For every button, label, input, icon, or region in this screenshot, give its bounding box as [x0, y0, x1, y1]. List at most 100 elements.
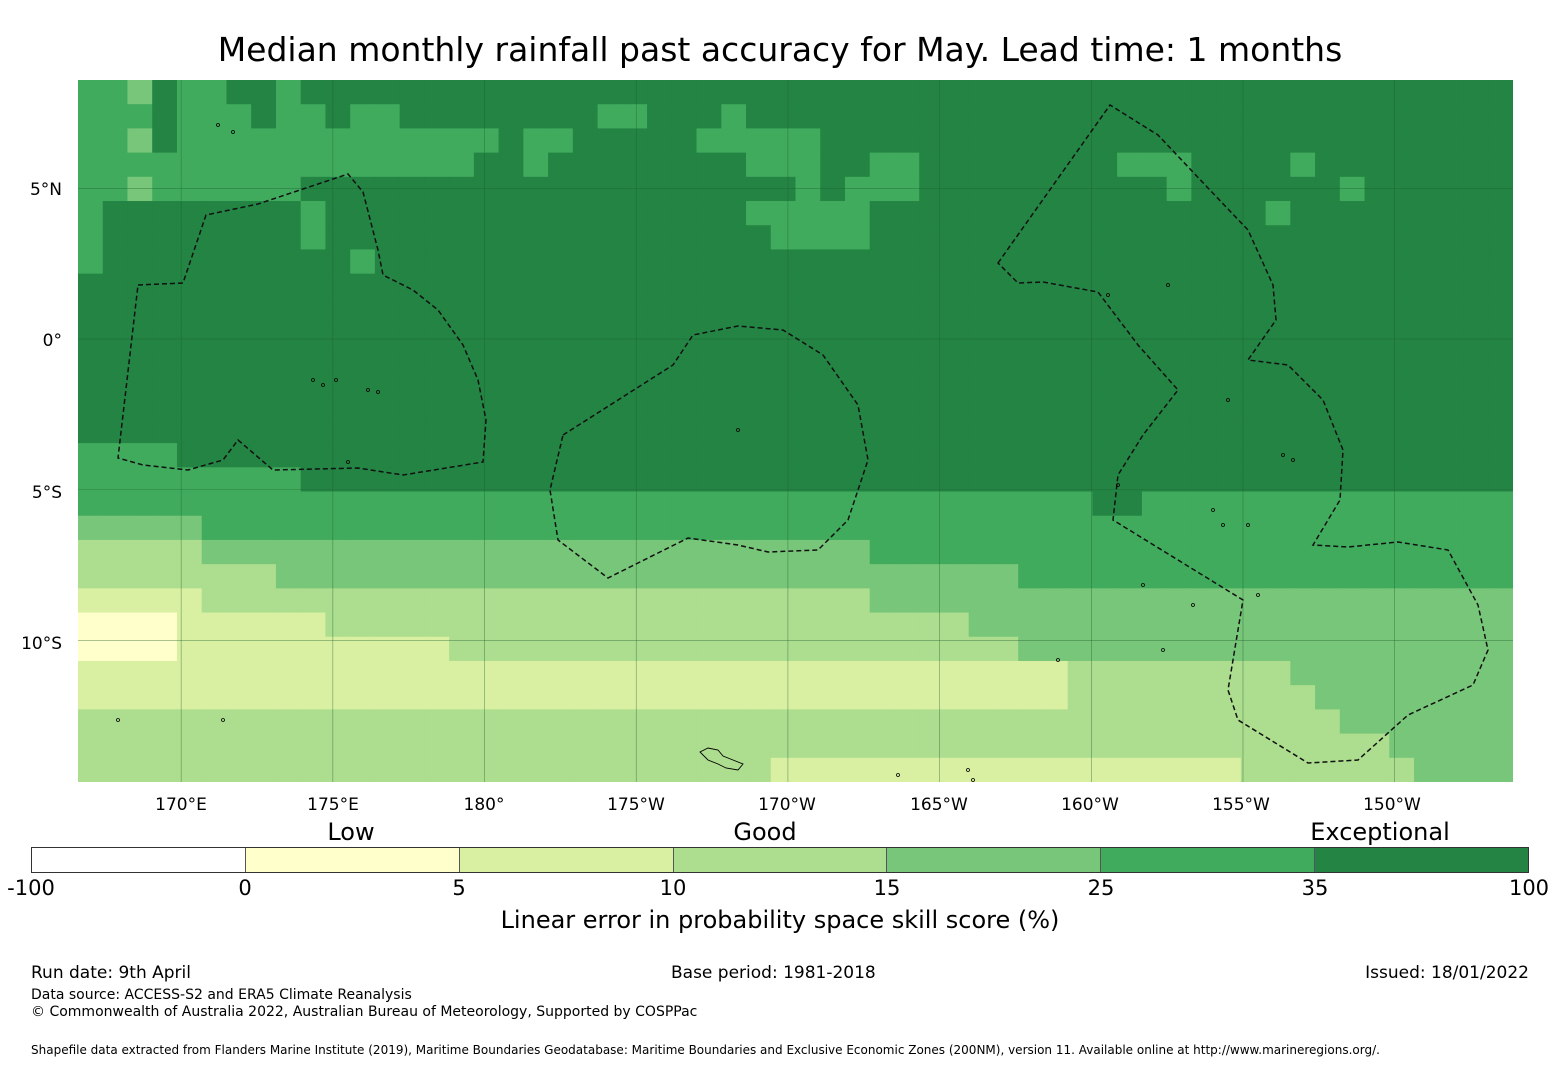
skill-cell [622, 225, 648, 251]
skill-cell [275, 685, 302, 710]
skill-cell [473, 201, 500, 226]
skill-cell [1389, 588, 1415, 614]
skill-cell [523, 443, 549, 468]
skill-cell [795, 225, 821, 251]
skill-cell [548, 201, 574, 226]
skill-cell [1067, 612, 1093, 638]
skill-cell [795, 588, 821, 614]
skill-cell [820, 201, 846, 226]
skill-cell [1042, 709, 1069, 735]
skill-cell [968, 660, 995, 686]
skill-cell [1141, 346, 1168, 372]
skill-cell [152, 660, 178, 686]
island-outline [1141, 583, 1145, 587]
skill-cell [1067, 152, 1093, 178]
skill-cell [721, 418, 747, 444]
skill-cell [1166, 612, 1192, 638]
skill-cell [622, 588, 648, 614]
skill-cell [721, 612, 747, 638]
skill-cell [696, 588, 722, 614]
skill-cell [770, 273, 797, 299]
skill-cell [424, 685, 450, 710]
skill-cell [300, 201, 327, 226]
skill-cell [201, 636, 228, 662]
skill-cell [424, 709, 450, 735]
skill-cell [1191, 394, 1217, 420]
skill-cell [548, 709, 574, 735]
skill-cell [647, 685, 673, 710]
skill-cell [201, 660, 228, 686]
skill-cell [449, 128, 475, 154]
skill-cell [473, 80, 500, 105]
skill-cell [325, 346, 351, 372]
colorbar-tick: 35 [1301, 876, 1329, 900]
skill-cell [795, 176, 821, 202]
category-low: Low [327, 818, 375, 846]
colorbar [31, 847, 1529, 873]
skill-cell [671, 515, 698, 541]
skill-cell [993, 322, 1019, 347]
skill-cell [572, 297, 599, 323]
skill-cell [152, 225, 178, 251]
island-outline [376, 390, 380, 394]
skill-cell [350, 249, 376, 275]
skill-cell [1191, 273, 1217, 299]
skill-cell [152, 370, 178, 396]
skill-cell [399, 660, 425, 686]
skill-cell [968, 636, 995, 662]
skill-cell [350, 685, 376, 710]
skill-cell [622, 370, 648, 396]
skill-cell [869, 636, 896, 662]
skill-cell [993, 443, 1019, 468]
skill-cell [1339, 515, 1366, 541]
skill-cell [770, 588, 797, 614]
skill-cell [572, 249, 599, 275]
skill-cell [1364, 394, 1390, 420]
skill-cell [325, 588, 351, 614]
skill-cell [127, 176, 153, 202]
skill-cell [572, 322, 599, 347]
skill-cell [1240, 176, 1267, 202]
skill-cell [1364, 491, 1390, 517]
skill-cell [399, 685, 425, 710]
island-outline [231, 130, 235, 134]
skill-cell [498, 443, 524, 468]
skill-cell [919, 467, 945, 493]
skill-cell [1191, 709, 1217, 735]
skill-cell [746, 588, 772, 614]
skill-cell [300, 370, 327, 396]
skill-cell [201, 176, 228, 202]
skill-cell [1018, 467, 1044, 493]
skill-cell [1488, 733, 1513, 759]
skill-cell [1414, 273, 1440, 299]
skill-cell [1339, 201, 1366, 226]
skill-cell [820, 491, 846, 517]
skill-cell [374, 588, 401, 614]
skill-cell [647, 346, 673, 372]
skill-cell [820, 709, 846, 735]
skill-cell [943, 322, 970, 347]
skill-cell [1067, 418, 1093, 444]
skill-cell [721, 176, 747, 202]
skill-cell [671, 225, 698, 251]
skill-cell [1290, 491, 1316, 517]
skill-cell [325, 636, 351, 662]
skill-cell [1463, 588, 1489, 614]
skill-cell [473, 539, 500, 565]
skill-cell [943, 564, 970, 589]
skill-cell [1240, 152, 1267, 178]
skill-cell [1290, 564, 1316, 589]
skill-cell [498, 176, 524, 202]
skill-cell [251, 491, 277, 517]
skill-cell [597, 443, 623, 468]
skill-cell [1092, 733, 1118, 759]
skill-cell [1364, 418, 1390, 444]
skill-cell [424, 394, 450, 420]
skill-cell [78, 394, 104, 420]
skill-cell [1389, 757, 1415, 782]
skill-cell [1414, 636, 1440, 662]
skill-cell [1067, 225, 1093, 251]
skill-cell [374, 685, 401, 710]
skill-cell [399, 249, 425, 275]
skill-cell [1265, 201, 1291, 226]
